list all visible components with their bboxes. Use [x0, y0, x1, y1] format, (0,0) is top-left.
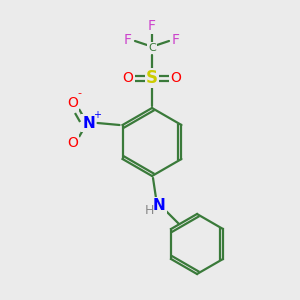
- Text: F: F: [172, 33, 180, 47]
- Text: F: F: [124, 33, 132, 47]
- Text: S: S: [146, 69, 158, 87]
- Text: O: O: [67, 96, 78, 110]
- Text: F: F: [148, 19, 156, 33]
- Text: O: O: [123, 71, 134, 85]
- Text: C: C: [148, 43, 156, 53]
- Text: N: N: [82, 116, 95, 130]
- Text: O: O: [171, 71, 182, 85]
- Text: O: O: [67, 136, 78, 150]
- Text: N: N: [153, 199, 165, 214]
- Text: H: H: [144, 203, 154, 217]
- Text: -: -: [78, 88, 82, 98]
- Text: +: +: [93, 110, 101, 120]
